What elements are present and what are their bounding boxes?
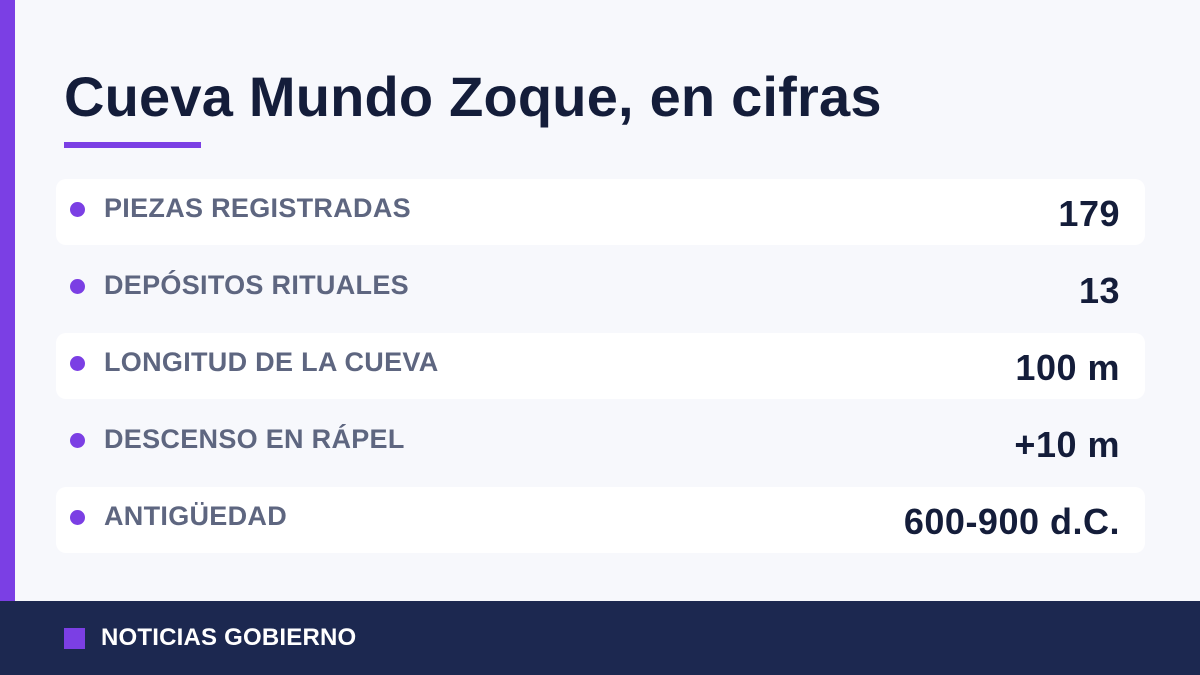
left-accent-bar xyxy=(0,0,15,601)
footer-bar: NOTICIAS GOBIERNO xyxy=(0,601,1200,675)
bullet-dot xyxy=(70,510,85,525)
stat-label: DESCENSO EN RÁPEL xyxy=(104,424,405,454)
stat-label: PIEZAS REGISTRADAS xyxy=(104,193,411,223)
page-title: Cueva Mundo Zoque, en cifras xyxy=(64,65,882,128)
bullet-dot xyxy=(70,202,85,217)
title-underline xyxy=(64,142,201,148)
stats-list: PIEZAS REGISTRADAS 179 DEPÓSITOS RITUALE… xyxy=(56,179,1145,564)
bullet-dot xyxy=(70,433,85,448)
stat-row-depositos: DEPÓSITOS RITUALES 13 xyxy=(56,256,1145,322)
bullet-dot xyxy=(70,356,85,371)
stat-row-piezas: PIEZAS REGISTRADAS 179 xyxy=(56,179,1145,245)
stat-label: DEPÓSITOS RITUALES xyxy=(104,270,409,300)
stat-value: +10 m xyxy=(1014,424,1120,465)
square-icon xyxy=(64,628,85,649)
stat-value: 179 xyxy=(1058,193,1120,234)
stat-row-longitud: LONGITUD DE LA CUEVA 100 m xyxy=(56,333,1145,399)
stat-row-descenso: DESCENSO EN RÁPEL +10 m xyxy=(56,410,1145,476)
footer-source: NOTICIAS GOBIERNO xyxy=(101,624,357,651)
stat-value: 13 xyxy=(1078,270,1120,311)
stat-label: ANTIGÜEDAD xyxy=(104,501,287,531)
stat-label: LONGITUD DE LA CUEVA xyxy=(104,347,439,377)
stat-value: 600-900 d.C. xyxy=(903,501,1120,542)
stat-row-antiguedad: ANTIGÜEDAD 600-900 d.C. xyxy=(56,487,1145,553)
stat-value: 100 m xyxy=(1015,347,1120,388)
bullet-dot xyxy=(70,279,85,294)
